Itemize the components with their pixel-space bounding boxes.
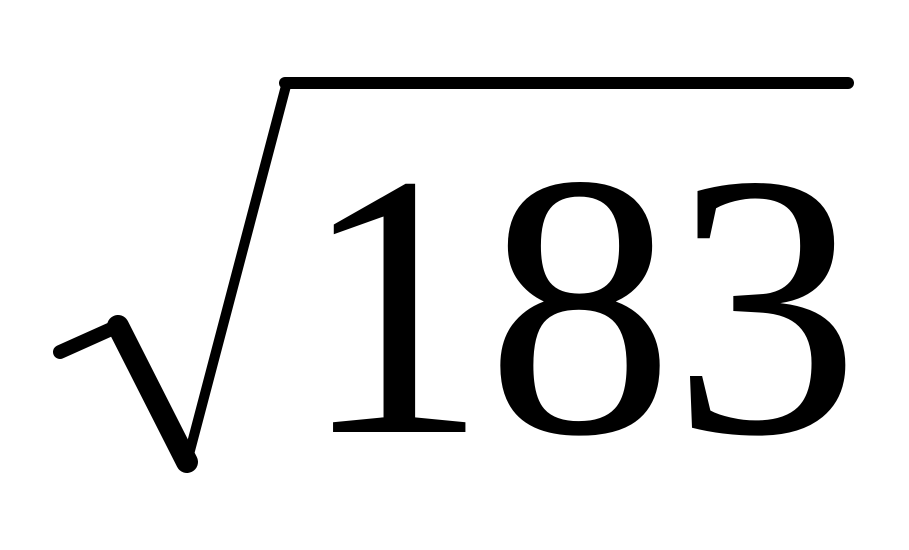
radicand-value: 183: [300, 98, 860, 514]
